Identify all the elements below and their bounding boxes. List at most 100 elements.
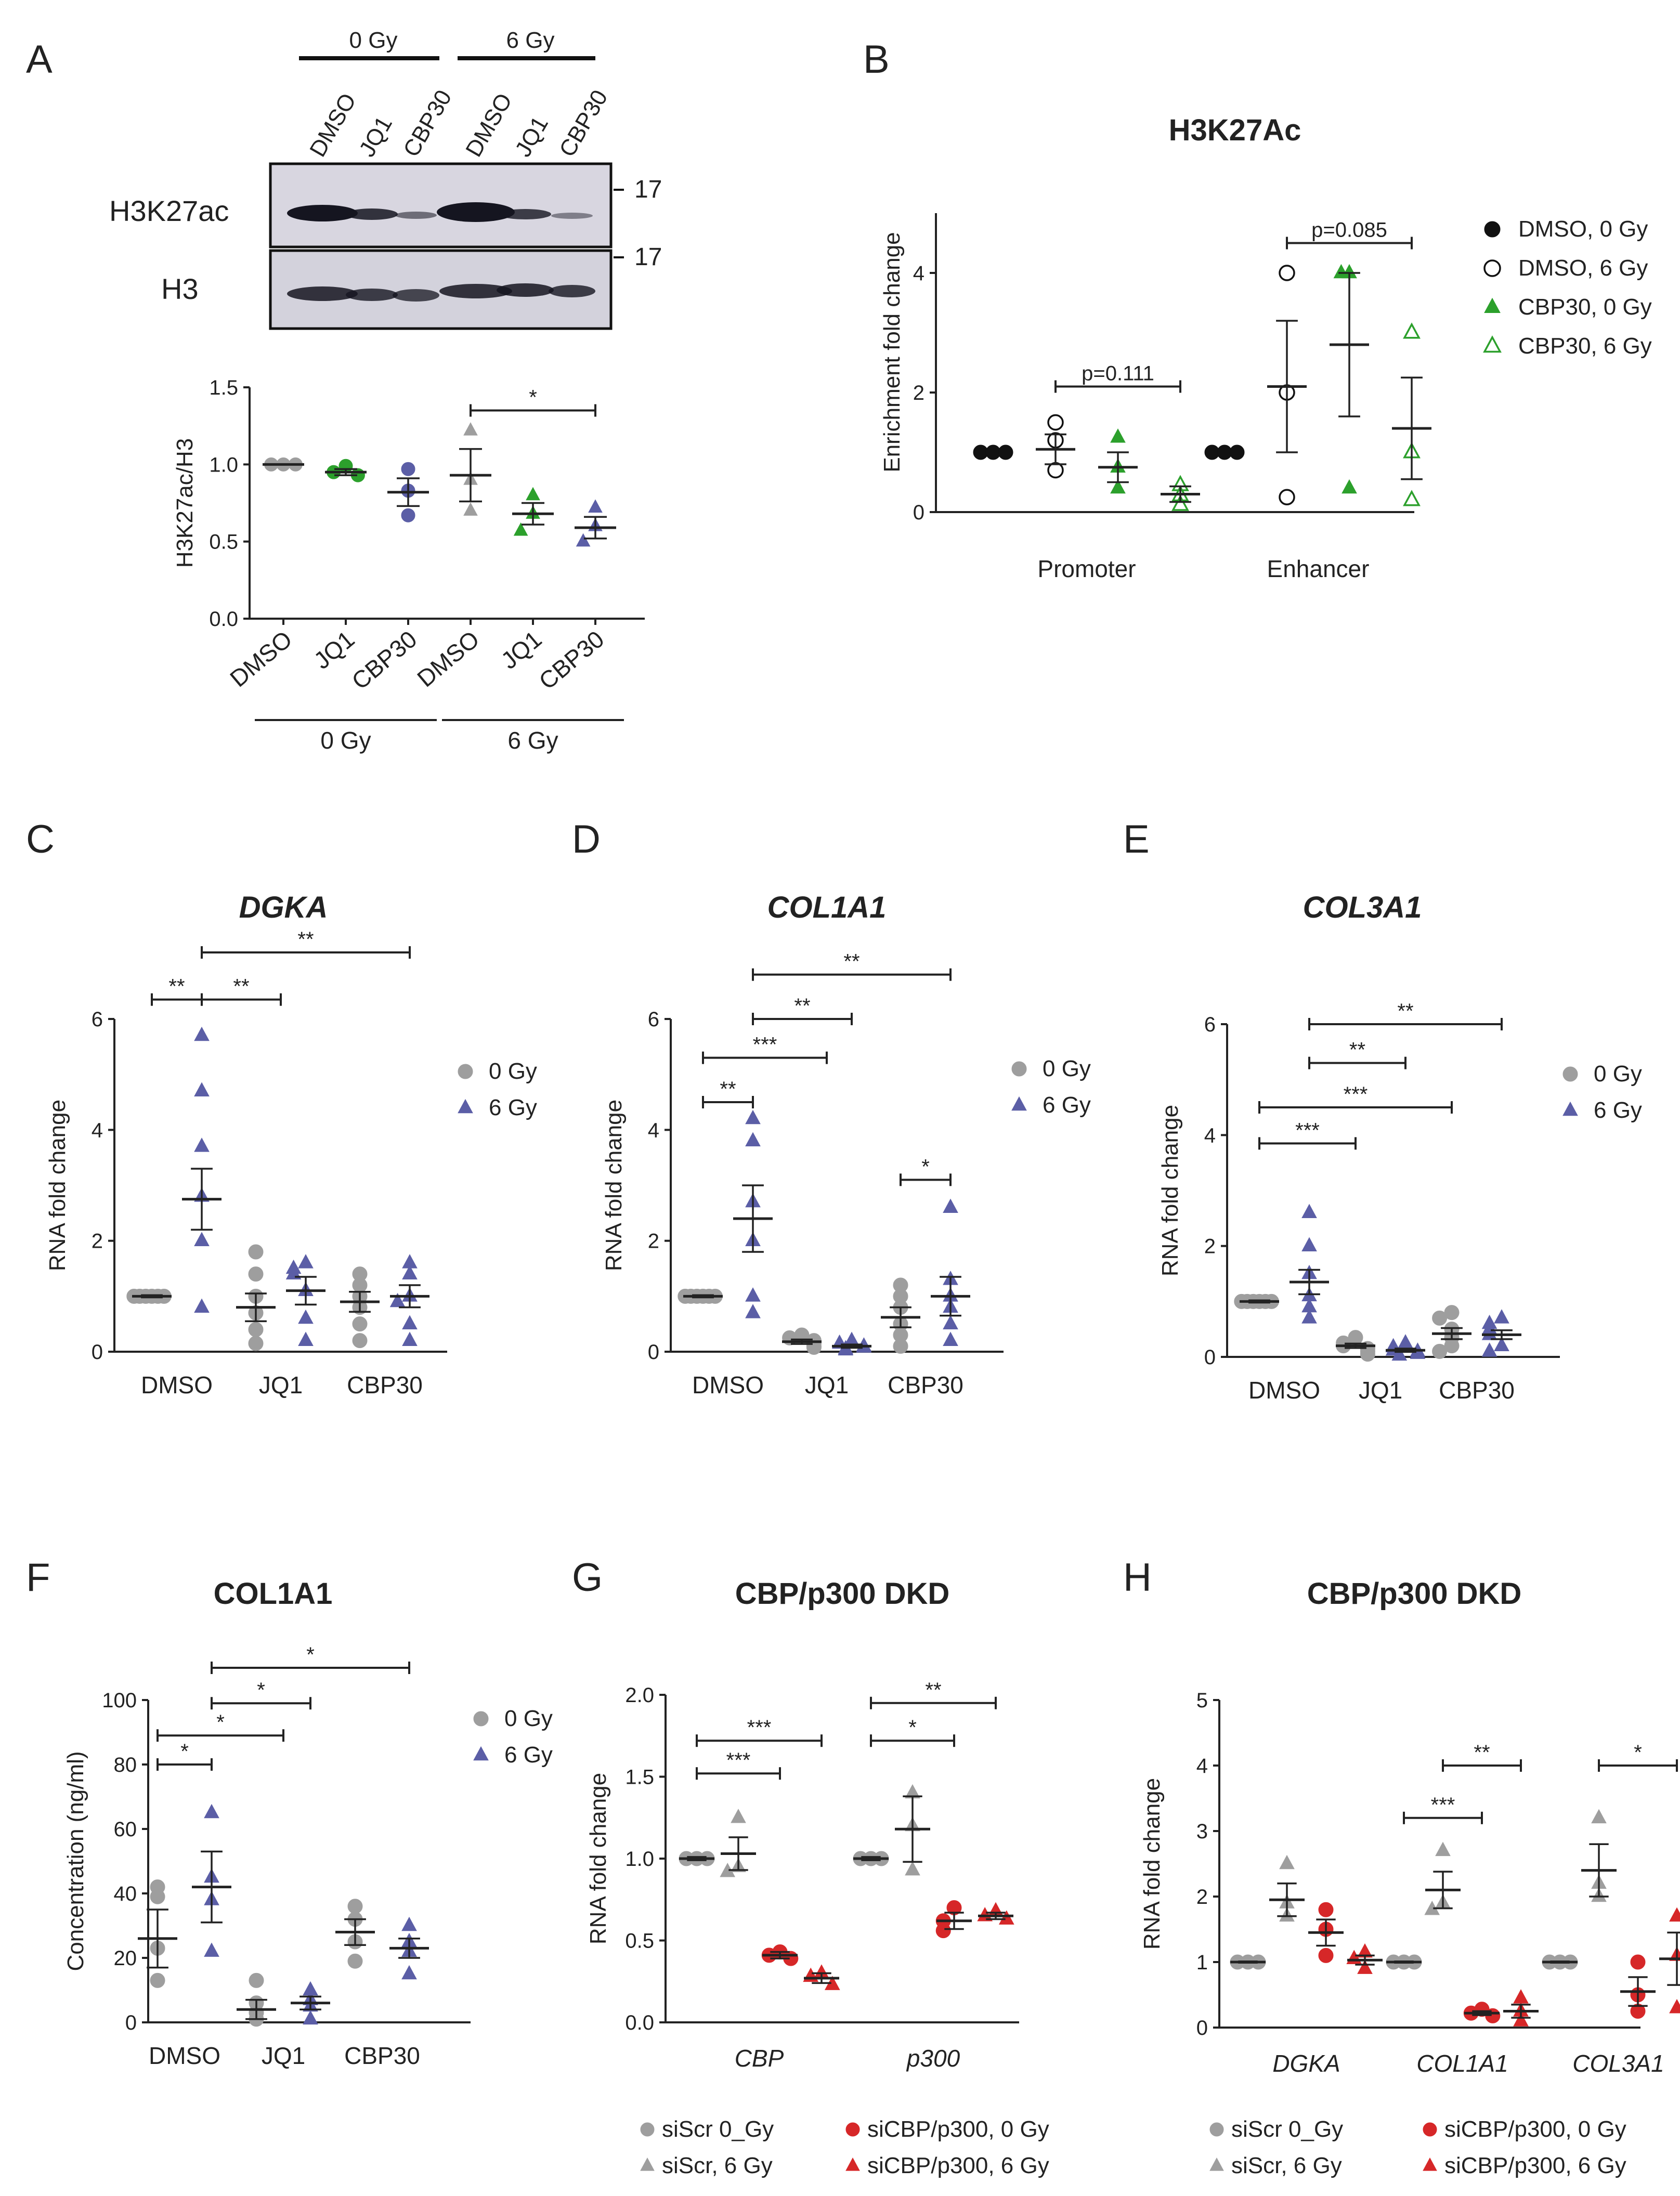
legend-label: siScr, 6 Gy bbox=[662, 2153, 773, 2178]
chart-b: 0 2 4 Enrichment fold change H3K27Ac Promoter… bbox=[879, 113, 1652, 582]
panel-letter-h: H bbox=[1123, 1556, 1152, 1600]
data-point-triangle bbox=[1011, 1096, 1027, 1111]
chart-title: COL3A1 bbox=[1303, 891, 1422, 924]
data-point-triangle bbox=[298, 1309, 314, 1324]
x-category-label: JQ1 bbox=[308, 625, 359, 674]
y-tick-label: 0 bbox=[913, 501, 924, 524]
data-point-triangle bbox=[977, 1907, 993, 1922]
x-category-label: CBP30 bbox=[1439, 1377, 1515, 1404]
data-point-triangle bbox=[1403, 322, 1421, 339]
data-point-triangle bbox=[1398, 1334, 1413, 1349]
y-tick-label: 0.5 bbox=[625, 1930, 654, 1953]
significance-label: ** bbox=[925, 1679, 941, 1702]
y-tick-label: 100 bbox=[102, 1689, 137, 1712]
x-category-label: CBP bbox=[735, 2045, 784, 2072]
band-h3k27ac bbox=[395, 212, 437, 219]
significance-label: ** bbox=[1474, 1741, 1490, 1764]
x-category-label: DMSO bbox=[1248, 1377, 1320, 1404]
x-category-label: JQ1 bbox=[259, 1371, 303, 1398]
y-tick-label: 0 bbox=[1204, 1346, 1216, 1369]
x-category-label: CBP30 bbox=[888, 1371, 963, 1398]
data-point-triangle bbox=[1110, 479, 1126, 494]
data-point-triangle bbox=[588, 499, 603, 513]
data-point-triangle bbox=[745, 1109, 761, 1125]
blot-group-label-0gy: 0 Gy bbox=[349, 28, 398, 53]
legend-label: DMSO, 6 Gy bbox=[1518, 255, 1648, 281]
data-point-circle bbox=[1630, 1954, 1646, 1970]
significance-label: *** bbox=[1295, 1119, 1320, 1142]
mw-marker: 17 bbox=[634, 243, 662, 271]
x-category-label: DMSO bbox=[412, 625, 484, 692]
chart-title: DGKA bbox=[239, 891, 328, 924]
blot-group-label-6gy: 6 Gy bbox=[506, 28, 555, 53]
band-h3 bbox=[549, 285, 595, 297]
y-tick-label: 6 bbox=[1204, 1013, 1216, 1036]
panel-letter-f: F bbox=[26, 1556, 50, 1600]
y-tick-label: 2 bbox=[1204, 1235, 1216, 1258]
x-category-label: JQ1 bbox=[805, 1371, 849, 1398]
chart-g: 0.0 0.5 1.0 1.5 2.0 RNA fold change CBP/p300 D… bbox=[585, 1577, 1049, 2178]
blot-label-h3: H3 bbox=[161, 272, 199, 305]
significance-label: * bbox=[257, 1679, 265, 1702]
panel-letter-g: G bbox=[572, 1556, 603, 1600]
data-point-triangle bbox=[1591, 1809, 1607, 1824]
data-point-circle bbox=[893, 1338, 908, 1354]
data-point-triangle bbox=[1494, 1309, 1509, 1324]
x-category-label: JQ1 bbox=[262, 2042, 305, 2069]
data-point-triangle bbox=[943, 1198, 958, 1213]
chart-title: COL1A1 bbox=[214, 1577, 333, 1611]
y-tick-label: 0 bbox=[648, 1341, 659, 1364]
y-axis-label: RNA fold change bbox=[601, 1100, 627, 1271]
data-point-triangle bbox=[458, 1099, 473, 1114]
data-point-triangle bbox=[1669, 1907, 1680, 1922]
legend-label: 6 Gy bbox=[1043, 1092, 1091, 1118]
data-point-circle bbox=[1360, 1347, 1375, 1362]
data-point-triangle bbox=[194, 1298, 210, 1313]
data-point-circle bbox=[1483, 259, 1501, 277]
legend-label: siCBP/p300, 6 Gy bbox=[867, 2153, 1049, 2178]
panel-letter-b: B bbox=[863, 37, 890, 82]
data-point-circle bbox=[150, 1889, 165, 1904]
y-tick-label: 4 bbox=[648, 1119, 659, 1142]
significance-label: * bbox=[529, 386, 537, 409]
data-point-circle bbox=[473, 1711, 489, 1727]
data-point-triangle bbox=[204, 1803, 219, 1819]
data-point-triangle bbox=[1357, 1959, 1373, 1974]
data-point-circle bbox=[1318, 1947, 1334, 1963]
data-point-circle bbox=[845, 2122, 860, 2137]
y-tick-label: 1.0 bbox=[625, 1848, 654, 1871]
data-point-triangle bbox=[745, 1287, 761, 1302]
significance-label: ** bbox=[720, 1078, 736, 1101]
significance-label: *** bbox=[753, 1034, 777, 1056]
significance-label: * bbox=[306, 1643, 315, 1666]
legend-label: 0 Gy bbox=[489, 1058, 537, 1084]
y-tick-label: 0.5 bbox=[209, 531, 238, 554]
data-point-triangle bbox=[526, 487, 540, 501]
data-point-triangle bbox=[402, 1265, 418, 1279]
data-point-circle bbox=[1484, 221, 1501, 238]
y-tick-label: 0 bbox=[125, 2011, 137, 2034]
legend-label: DMSO, 0 Gy bbox=[1518, 216, 1648, 242]
data-point-circle bbox=[248, 1336, 264, 1351]
mw-marker: 17 bbox=[634, 176, 662, 203]
significance-label: *** bbox=[747, 1716, 772, 1739]
y-tick-label: 20 bbox=[114, 1947, 137, 1970]
data-point-triangle bbox=[298, 1254, 314, 1269]
legend-label: siScr 0_Gy bbox=[662, 2116, 774, 2142]
significance-label: * bbox=[1634, 1741, 1642, 1764]
data-point-circle bbox=[1279, 265, 1295, 281]
significance-label: ** bbox=[794, 995, 810, 1017]
data-point-triangle bbox=[1481, 1326, 1497, 1340]
y-axis-label: RNA fold change bbox=[1157, 1105, 1183, 1276]
x-category-label: CBP30 bbox=[533, 625, 609, 695]
data-point-circle bbox=[1279, 489, 1295, 505]
significance-label: *** bbox=[1344, 1083, 1368, 1106]
x-category-label: Enhancer bbox=[1267, 555, 1370, 582]
legend-label: siCBP/p300, 6 Gy bbox=[1444, 2153, 1626, 2178]
data-point-circle bbox=[1209, 2122, 1224, 2137]
data-point-circle bbox=[1423, 2122, 1437, 2137]
y-tick-label: 6 bbox=[648, 1008, 659, 1031]
data-point-circle bbox=[248, 1322, 264, 1337]
data-point-circle bbox=[347, 1953, 363, 1969]
